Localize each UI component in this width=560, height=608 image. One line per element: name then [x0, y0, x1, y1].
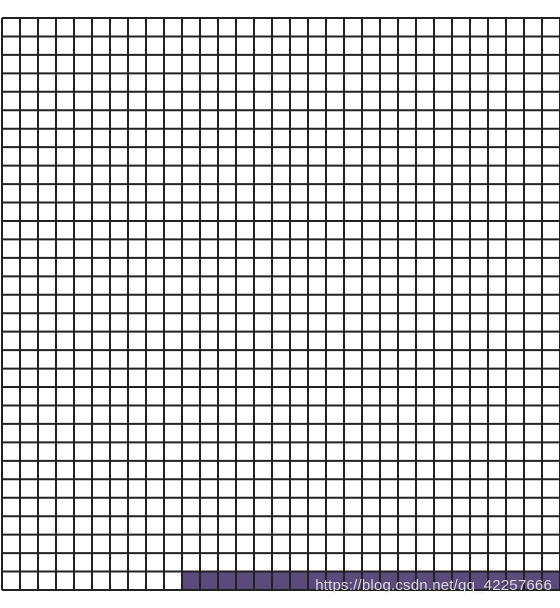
filled-cell: [524, 571, 542, 590]
filled-cell: [398, 571, 416, 590]
filled-cell: [200, 571, 218, 590]
filled-cell: [218, 571, 236, 590]
filled-cell: [380, 571, 398, 590]
filled-cell: [542, 571, 560, 590]
filled-cell: [182, 571, 200, 590]
filled-cell: [236, 571, 254, 590]
filled-cell: [362, 571, 380, 590]
filled-cell: [290, 571, 308, 590]
watermark-text: https://blog.csdn.net/qq_42257666: [315, 577, 552, 594]
filled-cell: [344, 571, 362, 590]
filled-cell: [272, 571, 290, 590]
filled-cell: [254, 571, 272, 590]
filled-cell: [416, 571, 434, 590]
filled-cell: [488, 571, 506, 590]
filled-cell: [470, 571, 488, 590]
filled-cell: [308, 571, 326, 590]
filled-cell: [434, 571, 452, 590]
filled-cell: [326, 571, 344, 590]
filled-cell: [506, 571, 524, 590]
filled-cell: [452, 571, 470, 590]
